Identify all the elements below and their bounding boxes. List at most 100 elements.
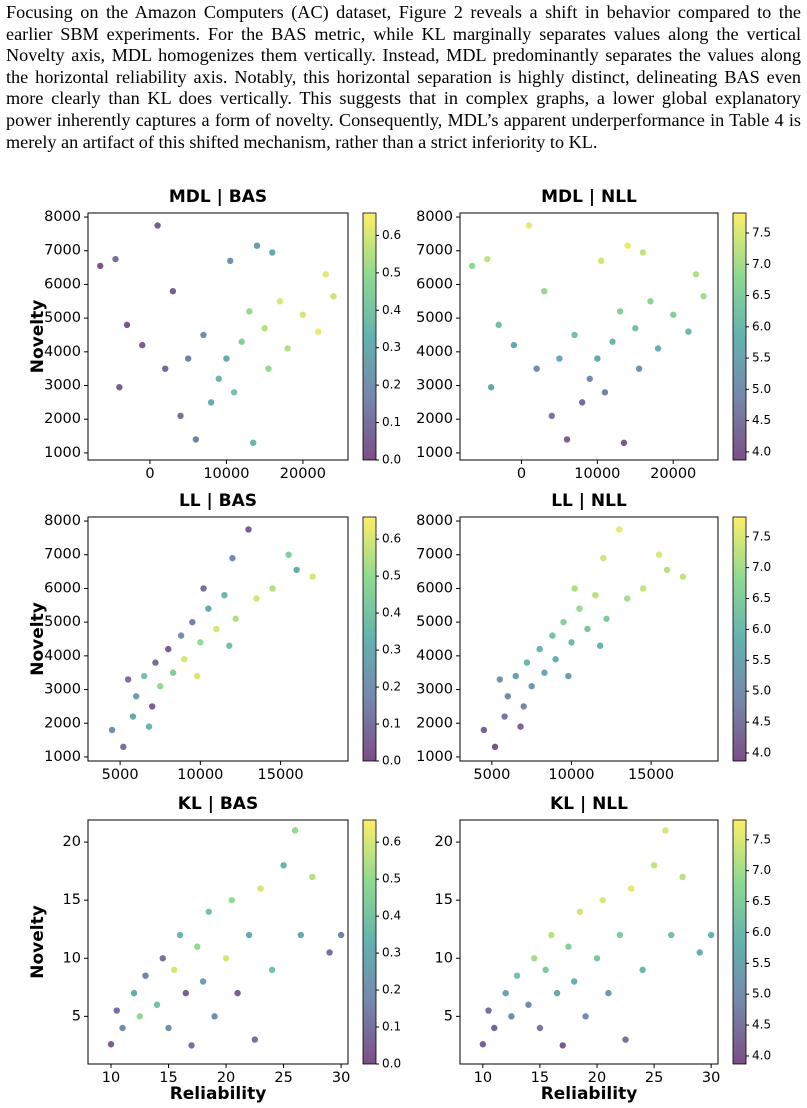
x-tick-label: 25 [274,1070,292,1086]
point [679,873,686,881]
point [169,669,177,676]
point [523,659,531,666]
point [232,615,239,622]
point [205,605,212,612]
plot-area [459,516,719,762]
point [624,595,631,602]
point [508,1013,515,1020]
point [571,331,578,339]
x-axis-label: Reliability [541,1084,638,1104]
y-tick-label: 3000 [44,378,81,394]
point [291,827,299,834]
colorbar-tick-label: 7.5 [752,832,771,846]
chart-title: LL | BAS [179,491,257,511]
point [584,625,591,633]
point [568,639,575,646]
point [108,726,116,734]
point [157,682,164,690]
point [533,365,540,372]
chart-title: MDL | NLL [541,187,637,207]
point [594,355,601,362]
point [280,862,287,869]
x-tick-label: 5000 [102,767,139,783]
y-tick-label: 6000 [416,276,453,292]
point [586,375,593,382]
y-tick-label: 6000 [44,276,81,292]
point [251,1036,259,1043]
y-tick-label: 2000 [416,411,453,427]
colorbar-tick-label: 4.0 [752,1048,771,1062]
x-tick-label: 25 [645,1070,663,1086]
y-tick-label: 7000 [416,547,453,563]
point [620,439,628,447]
point [528,682,535,690]
point [553,989,561,997]
point [563,436,571,443]
colorbar-tick-label: 0.6 [382,532,401,546]
point [177,412,184,420]
y-axis-label: Novelty [28,602,48,676]
point [487,384,495,391]
colorbar-tick-label: 7.5 [752,226,771,240]
point [184,355,192,362]
y-tick-label: 5 [444,1008,453,1024]
colorbar-tick-label: 4.5 [752,413,771,427]
point [223,355,230,362]
colorbar-tick-label: 0.2 [382,378,401,392]
y-tick-label: 15 [435,892,453,908]
y-tick-label: 1000 [416,445,453,461]
colorbar-tick-label: 6.0 [752,622,771,636]
point [245,526,252,533]
colorbar-tick-label: 5.5 [752,956,771,970]
point [165,1024,172,1032]
point [582,1013,589,1020]
point [647,298,654,305]
colorbar-tick-label: 4.5 [752,715,771,729]
point [632,325,639,332]
colorbar-tick-label: 0.4 [382,303,401,317]
point [502,989,509,997]
point [491,1024,498,1032]
point [132,693,140,700]
colorbar [732,819,747,1065]
point [685,328,692,335]
point [261,325,268,332]
point [200,331,207,339]
point [560,618,567,626]
colorbar-tick-label: 0.5 [382,569,401,583]
point [230,389,238,396]
point [222,955,230,962]
x-tick-label: 30 [702,1070,720,1086]
colorbar-tick-label: 5.0 [752,987,771,1001]
point [192,436,200,443]
point [309,573,316,580]
point [605,989,612,997]
y-tick-label: 1000 [416,749,453,765]
y-tick-label: 3000 [44,682,81,698]
point [123,321,131,329]
point [679,573,687,580]
point [229,554,236,562]
point [238,338,245,345]
y-tick-label: 1000 [44,749,81,765]
point [226,642,233,649]
point [245,931,253,939]
y-tick-label: 8000 [44,209,81,225]
y-tick-label: 20 [435,834,453,850]
y-tick-label: 4000 [416,344,453,360]
point [650,862,658,869]
point [113,1007,120,1014]
y-tick-label: 3000 [416,682,453,698]
point [211,1013,218,1020]
colorbar-tick-label: 0.3 [382,340,401,354]
point [485,1007,492,1014]
point [162,365,169,372]
point [140,672,148,680]
y-tick-label: 4000 [44,344,81,360]
x-tick-label: 15 [531,1070,549,1086]
point [593,955,601,962]
y-tick-label: 5000 [416,614,453,630]
point [692,271,700,278]
point [299,311,307,318]
